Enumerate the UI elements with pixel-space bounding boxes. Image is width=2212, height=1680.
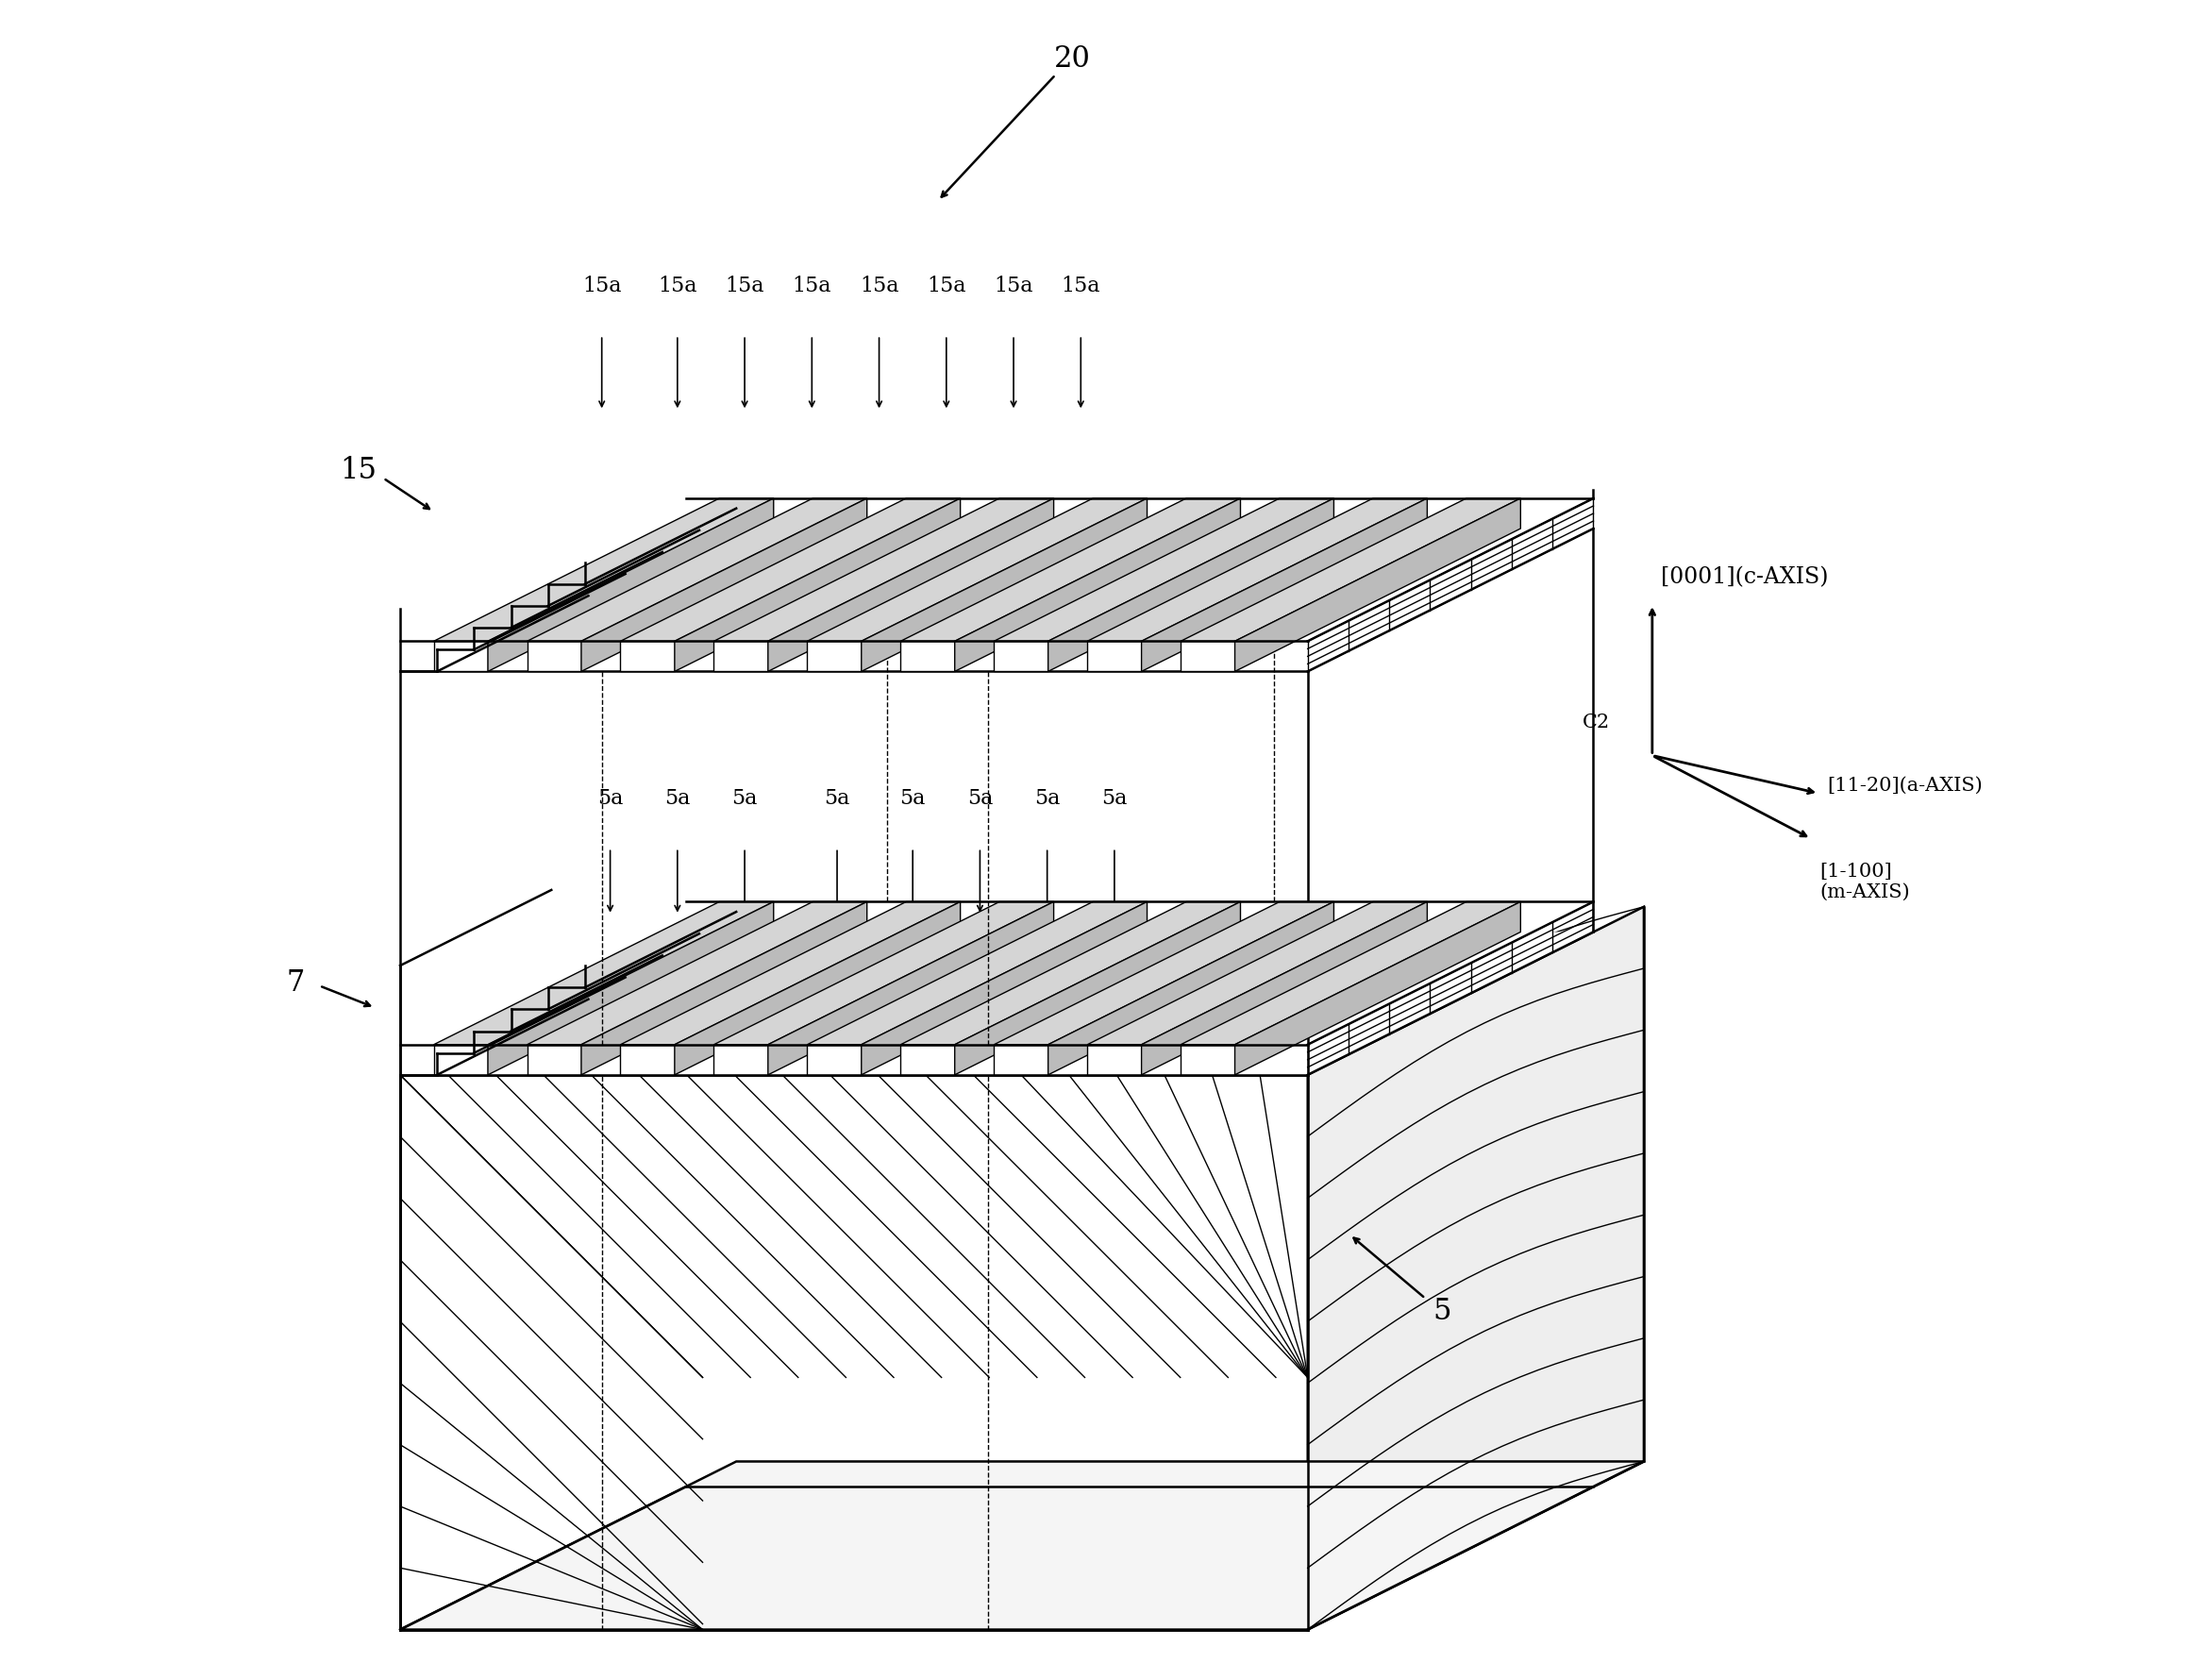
Text: 15a: 15a [582, 276, 622, 296]
Polygon shape [1181, 902, 1520, 1045]
Polygon shape [619, 642, 675, 672]
Text: 5a: 5a [1035, 788, 1060, 808]
Polygon shape [582, 902, 867, 1075]
Polygon shape [956, 499, 1241, 672]
Polygon shape [714, 902, 1053, 1045]
Polygon shape [526, 1045, 582, 1075]
Polygon shape [1181, 499, 1520, 642]
Text: 15: 15 [341, 455, 376, 486]
Text: 20: 20 [1055, 44, 1091, 74]
Polygon shape [900, 642, 956, 672]
Text: [0001](c-AXIS): [0001](c-AXIS) [1661, 566, 1827, 588]
Polygon shape [619, 1045, 675, 1075]
Text: 5a: 5a [825, 788, 849, 808]
Polygon shape [1234, 902, 1520, 1075]
Polygon shape [1088, 1045, 1141, 1075]
Polygon shape [993, 902, 1334, 1045]
Polygon shape [768, 499, 1053, 672]
Polygon shape [489, 499, 774, 672]
Text: [11-20](a-AXIS): [11-20](a-AXIS) [1827, 776, 1982, 795]
Polygon shape [807, 1045, 860, 1075]
Polygon shape [526, 499, 867, 642]
Text: 7: 7 [288, 968, 305, 998]
Polygon shape [1234, 499, 1520, 672]
Polygon shape [1088, 642, 1141, 672]
Polygon shape [993, 1045, 1048, 1075]
Polygon shape [900, 902, 1241, 1045]
Polygon shape [807, 499, 1148, 642]
Polygon shape [900, 499, 1241, 642]
Text: 15a: 15a [927, 276, 967, 296]
Text: [1-100]
(m-AXIS): [1-100] (m-AXIS) [1820, 862, 1909, 900]
Polygon shape [489, 902, 774, 1075]
Polygon shape [1088, 902, 1427, 1045]
Text: 5a: 5a [967, 788, 993, 808]
Polygon shape [714, 1045, 768, 1075]
Polygon shape [1141, 902, 1427, 1075]
Polygon shape [1141, 499, 1427, 672]
Text: 5a: 5a [597, 788, 624, 808]
Polygon shape [993, 642, 1048, 672]
Polygon shape [619, 499, 960, 642]
Polygon shape [1181, 642, 1234, 672]
Text: 15a: 15a [726, 276, 763, 296]
Polygon shape [993, 499, 1334, 642]
Polygon shape [807, 902, 1148, 1045]
Polygon shape [860, 499, 1148, 672]
Text: 5a: 5a [900, 788, 925, 808]
Text: 15a: 15a [657, 276, 697, 296]
Polygon shape [582, 499, 867, 672]
Text: 5a: 5a [1102, 788, 1128, 808]
Polygon shape [526, 642, 582, 672]
Polygon shape [434, 1045, 489, 1075]
Polygon shape [400, 1075, 1307, 1630]
Polygon shape [768, 902, 1053, 1075]
Polygon shape [675, 902, 960, 1075]
Polygon shape [1088, 499, 1427, 642]
Polygon shape [434, 499, 774, 642]
Polygon shape [526, 902, 867, 1045]
Polygon shape [714, 642, 768, 672]
Polygon shape [400, 529, 1593, 672]
Polygon shape [1048, 902, 1334, 1075]
Text: C2: C2 [1584, 712, 1610, 731]
Text: 5a: 5a [732, 788, 757, 808]
Text: 5a: 5a [664, 788, 690, 808]
Polygon shape [400, 932, 1593, 1075]
Polygon shape [434, 902, 774, 1045]
Polygon shape [1307, 907, 1644, 1630]
Polygon shape [434, 642, 489, 672]
Polygon shape [956, 902, 1241, 1075]
Polygon shape [675, 499, 960, 672]
Polygon shape [807, 642, 860, 672]
Polygon shape [400, 1462, 1644, 1630]
Polygon shape [1048, 499, 1334, 672]
Text: 15a: 15a [1062, 276, 1099, 296]
Text: 15a: 15a [993, 276, 1033, 296]
Polygon shape [714, 499, 1053, 642]
Polygon shape [619, 902, 960, 1045]
Polygon shape [860, 902, 1148, 1075]
Polygon shape [900, 1045, 956, 1075]
Polygon shape [1181, 1045, 1234, 1075]
Text: 15a: 15a [792, 276, 832, 296]
Text: 5: 5 [1433, 1295, 1451, 1326]
Text: 15a: 15a [860, 276, 898, 296]
